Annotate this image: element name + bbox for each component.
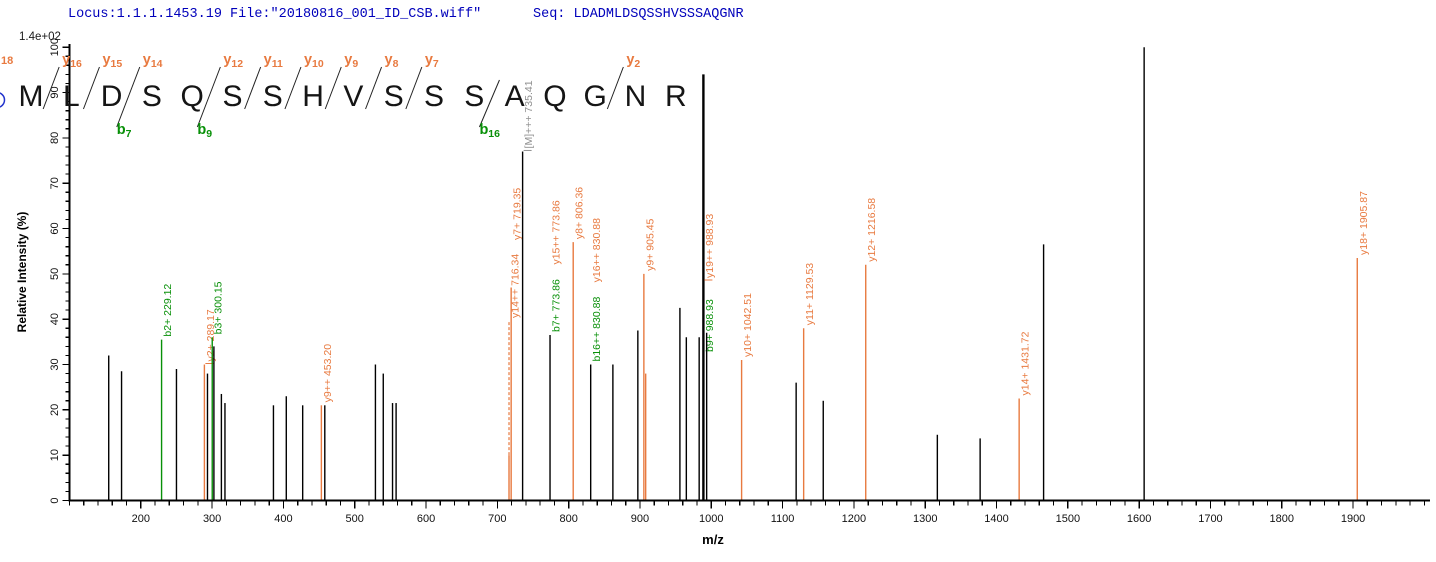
peak-label: [M]+++ 735.41 — [523, 80, 535, 148]
x-tick-label: 600 — [417, 513, 435, 525]
intensity-axis-title: Relative Intensity (%) — [15, 212, 29, 333]
x-tick-label: 900 — [631, 513, 649, 525]
x-tick-label: 1700 — [1198, 513, 1222, 525]
x-tick-label: 1900 — [1341, 513, 1365, 525]
peak-label: y12+ 1216.58 — [866, 198, 878, 262]
x-tick-label: 300 — [203, 513, 221, 525]
y-ion-label: y10 — [304, 52, 324, 70]
x-tick-label: 1400 — [984, 513, 1008, 525]
residue-letter: R — [665, 80, 687, 113]
x-tick-label: 800 — [559, 513, 577, 525]
y-ion-label: y8 — [385, 52, 399, 70]
mz-axis-title: m/z — [702, 532, 724, 547]
residue-letter: N — [625, 80, 647, 113]
residue-letter: H — [302, 80, 324, 113]
fragment-slash — [244, 66, 262, 110]
b-ion-label: b16 — [479, 122, 500, 140]
fragment-slash — [42, 66, 60, 110]
peak-label: y9++ 453.20 — [322, 344, 334, 403]
fragment-slash — [196, 66, 221, 128]
residue-letter: M — [19, 80, 44, 113]
peak-label: y16++ 830.88 — [591, 218, 603, 282]
residue-letter: S — [424, 80, 444, 113]
y-ion-label: y16 — [62, 52, 82, 70]
fragment-slash — [116, 66, 141, 128]
peak-label: y14+ 1431.72 — [1020, 331, 1032, 395]
y-tick-label: 90 — [49, 86, 61, 98]
b-ion-label: b7 — [117, 122, 132, 140]
y-tick-label: 80 — [49, 132, 61, 144]
peak-label: y19++ 988.93 — [704, 214, 716, 278]
y-tick-label: 40 — [49, 313, 61, 325]
y-ion-label: y7 — [425, 52, 439, 70]
y-ion-label: y11 — [264, 52, 283, 70]
peak-label: y9+ 905.45 — [644, 218, 656, 270]
peak-label: y18+ 1905.87 — [1358, 191, 1370, 255]
y-ion-label: y2 — [626, 52, 640, 70]
residue-letter: Q — [543, 80, 566, 113]
y-tick-label: 100 — [49, 38, 61, 56]
y-tick-label: 70 — [49, 177, 61, 189]
x-tick-label: 1300 — [913, 513, 937, 525]
y-tick-label: 60 — [49, 222, 61, 234]
y-tick-label: 50 — [49, 268, 61, 280]
peak-label: y8+ 806.36 — [574, 187, 586, 239]
x-tick-label: 700 — [488, 513, 506, 525]
y-tick-label: 30 — [49, 358, 61, 370]
residue-letter: G — [584, 80, 607, 113]
peak-label: y11+ 1129.53 — [804, 263, 816, 326]
peak-label: y15++ 773.86 — [551, 200, 563, 264]
residue-letter: Q — [181, 80, 204, 113]
x-tick-label: 200 — [132, 513, 150, 525]
peak-label: b9+ 988.93 — [704, 299, 716, 352]
residue-letter: L — [63, 80, 80, 113]
x-tick-label: 1600 — [1127, 513, 1151, 525]
residue-letter: S — [263, 80, 283, 113]
sequence-text: Seq: LDADMLDSQSSHVSSSAQGNR — [533, 7, 744, 22]
residue-letter: A — [505, 80, 525, 113]
fragment-slash — [82, 66, 100, 110]
y-tick-label: 20 — [49, 404, 61, 416]
peak-label: b7+ 773.86 — [551, 279, 563, 332]
peak-label: y10+ 1042.51 — [742, 293, 754, 357]
x-tick-label: 500 — [346, 513, 364, 525]
peak-label: b16++ 830.88 — [591, 297, 603, 362]
clipped-y18-ion-label: 18 — [1, 55, 13, 67]
locus-file-text: Locus:1.1.1.1453.19 File:"20180816_001_I… — [68, 7, 482, 22]
fragment-slash — [405, 66, 423, 110]
y-ion-label: y12 — [223, 52, 243, 70]
y-tick-label: 10 — [49, 449, 61, 461]
y-ion-label: y14 — [143, 52, 163, 70]
fragment-slash — [324, 66, 342, 110]
precursor-circle-icon — [0, 92, 6, 108]
x-tick-label: 1500 — [1056, 513, 1080, 525]
peak-label: b3+ 300.15 — [213, 281, 225, 334]
fragment-slash — [284, 66, 302, 110]
residue-letter: S — [464, 80, 484, 113]
x-tick-label: 1000 — [699, 513, 723, 525]
residue-letter: S — [222, 80, 242, 113]
peak-label: y14++ 716.34 — [510, 254, 522, 318]
x-tick-label: 1200 — [842, 513, 866, 525]
y-tick-label: 0 — [49, 497, 61, 503]
peak-label: y7+ 719.35 — [512, 188, 524, 240]
peak-label: b2+ 229.12 — [162, 284, 174, 337]
fragment-slash — [365, 66, 383, 110]
b-ion-label: b9 — [197, 122, 212, 140]
residue-letter: S — [384, 80, 404, 113]
x-tick-label: 400 — [274, 513, 292, 525]
y-ion-label: y15 — [102, 52, 122, 70]
x-tick-label: 1100 — [771, 513, 795, 525]
residue-letter: D — [101, 80, 123, 113]
y-ion-label: y9 — [344, 52, 358, 70]
residue-letter: V — [343, 80, 363, 113]
x-tick-label: 1800 — [1270, 513, 1294, 525]
residue-letter: S — [142, 80, 162, 113]
max-intensity-note: 1.4e+02 — [19, 31, 61, 43]
fragment-slash — [478, 79, 500, 128]
fragment-slash — [606, 66, 624, 110]
